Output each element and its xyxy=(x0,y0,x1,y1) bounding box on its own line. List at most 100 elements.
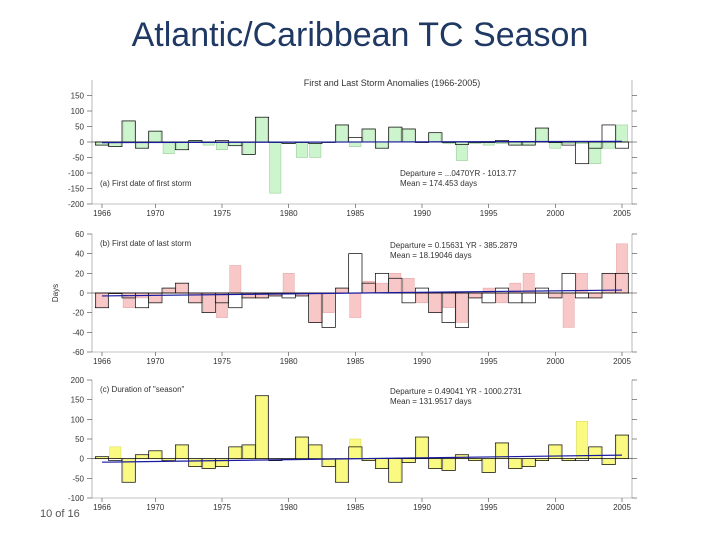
x-tick-label: 1995 xyxy=(480,209,498,218)
bar xyxy=(509,141,522,146)
bar xyxy=(202,292,215,313)
y-tick-label: 60 xyxy=(75,230,84,239)
x-tick-label: 1966 xyxy=(93,357,111,366)
bar xyxy=(296,436,308,459)
bar xyxy=(162,287,175,294)
bar xyxy=(362,128,375,143)
bar xyxy=(322,292,335,313)
bar xyxy=(509,458,522,469)
bar xyxy=(402,128,415,143)
bar xyxy=(536,127,548,143)
annotation-text: Departure = 0.49041 YR - 1000.2731 xyxy=(390,387,522,396)
bar xyxy=(216,458,228,467)
bar xyxy=(229,265,242,294)
bar xyxy=(429,292,442,313)
step-outline xyxy=(481,292,496,304)
bar xyxy=(336,124,348,143)
bar xyxy=(109,446,122,459)
x-tick-label: 1995 xyxy=(480,503,498,512)
y-tick-label: 100 xyxy=(71,415,85,424)
annotation-text: Mean = 174.453 days xyxy=(400,179,477,188)
slide-title: Atlantic/Caribbean TC Season xyxy=(131,16,589,54)
bar xyxy=(456,292,468,323)
annotation-text: Departure = ...0470YR - 1013.77 xyxy=(400,169,517,178)
trend-line xyxy=(101,454,623,463)
bar xyxy=(549,141,562,149)
trend-line xyxy=(101,289,623,297)
bar xyxy=(469,292,482,299)
bar xyxy=(616,243,628,294)
bar xyxy=(562,292,575,328)
bar xyxy=(616,124,628,143)
step-outline xyxy=(348,136,363,143)
y-tick-label: 0 xyxy=(80,138,85,147)
x-tick-label: 2005 xyxy=(613,209,631,218)
y-tick-label: 20 xyxy=(75,269,84,278)
bar xyxy=(522,273,535,294)
x-tick-label: 2005 xyxy=(613,503,631,512)
slide-number: 10 of 16 xyxy=(40,508,80,520)
x-tick-label: 1985 xyxy=(346,503,364,512)
chart-panel-3: -100 -50 0 50 100 150 200 1966 1970 1975 1980 1985 1… xyxy=(68,376,637,524)
y-tick-label: -200 xyxy=(68,200,85,209)
bar xyxy=(282,273,295,294)
bar xyxy=(162,141,175,155)
annotation-text: Departure = 0.15631 YR - 385.2879 xyxy=(390,241,518,250)
x-tick-label: 1970 xyxy=(146,209,164,218)
y-tick-label: -50 xyxy=(72,474,84,483)
bar xyxy=(589,292,602,299)
bar xyxy=(376,458,388,469)
bar xyxy=(176,282,188,294)
step-outline xyxy=(108,458,123,461)
bar xyxy=(309,141,322,158)
x-tick-label: 2005 xyxy=(613,357,631,366)
bar xyxy=(149,450,162,459)
x-tick-label: 1995 xyxy=(480,357,498,366)
chart-panel-2: -60 -40 -20 0 20 40 60 1966 1970 1975 1980 1985 1990… xyxy=(51,230,637,366)
x-tick-label: 1975 xyxy=(213,503,231,512)
x-tick-label: 2000 xyxy=(546,209,564,218)
x-tick-label: 1975 xyxy=(213,357,231,366)
bar xyxy=(242,141,255,155)
bar xyxy=(416,436,428,459)
bar xyxy=(256,395,268,459)
bar xyxy=(589,141,602,164)
bar xyxy=(309,292,322,323)
step-outline xyxy=(508,292,523,304)
step-outline xyxy=(401,292,416,304)
y-tick-label: -40 xyxy=(72,328,84,337)
step-outline xyxy=(521,292,536,304)
y-tick-label: 200 xyxy=(71,376,85,385)
bar xyxy=(309,444,322,459)
bar xyxy=(389,126,402,143)
panel-title: First and Last Storm Anomalies (1966-200… xyxy=(304,78,481,88)
bar xyxy=(149,130,162,143)
bar xyxy=(136,454,148,459)
y-axis-label: Days xyxy=(51,284,60,302)
x-tick-label: 1985 xyxy=(346,209,364,218)
bar xyxy=(256,116,268,143)
step-outline xyxy=(348,253,363,294)
bar xyxy=(482,287,495,294)
y-tick-label: 150 xyxy=(71,92,85,101)
bar xyxy=(269,141,282,194)
y-tick-label: 50 xyxy=(75,123,84,132)
bar xyxy=(322,458,335,467)
y-tick-label: -100 xyxy=(68,494,85,503)
panel-label: (c) Duration of "season" xyxy=(100,385,185,394)
bar xyxy=(442,458,455,471)
bar xyxy=(176,444,188,459)
x-tick-label: 1990 xyxy=(413,357,431,366)
y-tick-label: -50 xyxy=(72,154,84,163)
step-outline xyxy=(574,292,590,299)
y-tick-label: 100 xyxy=(71,107,85,116)
step-outline xyxy=(614,141,630,149)
bar xyxy=(549,292,562,299)
bar xyxy=(336,287,348,294)
bar xyxy=(216,141,228,150)
bar xyxy=(429,458,442,469)
x-tick-label: 1980 xyxy=(280,357,298,366)
x-tick-label: 1985 xyxy=(346,357,364,366)
trend-line xyxy=(101,140,623,144)
